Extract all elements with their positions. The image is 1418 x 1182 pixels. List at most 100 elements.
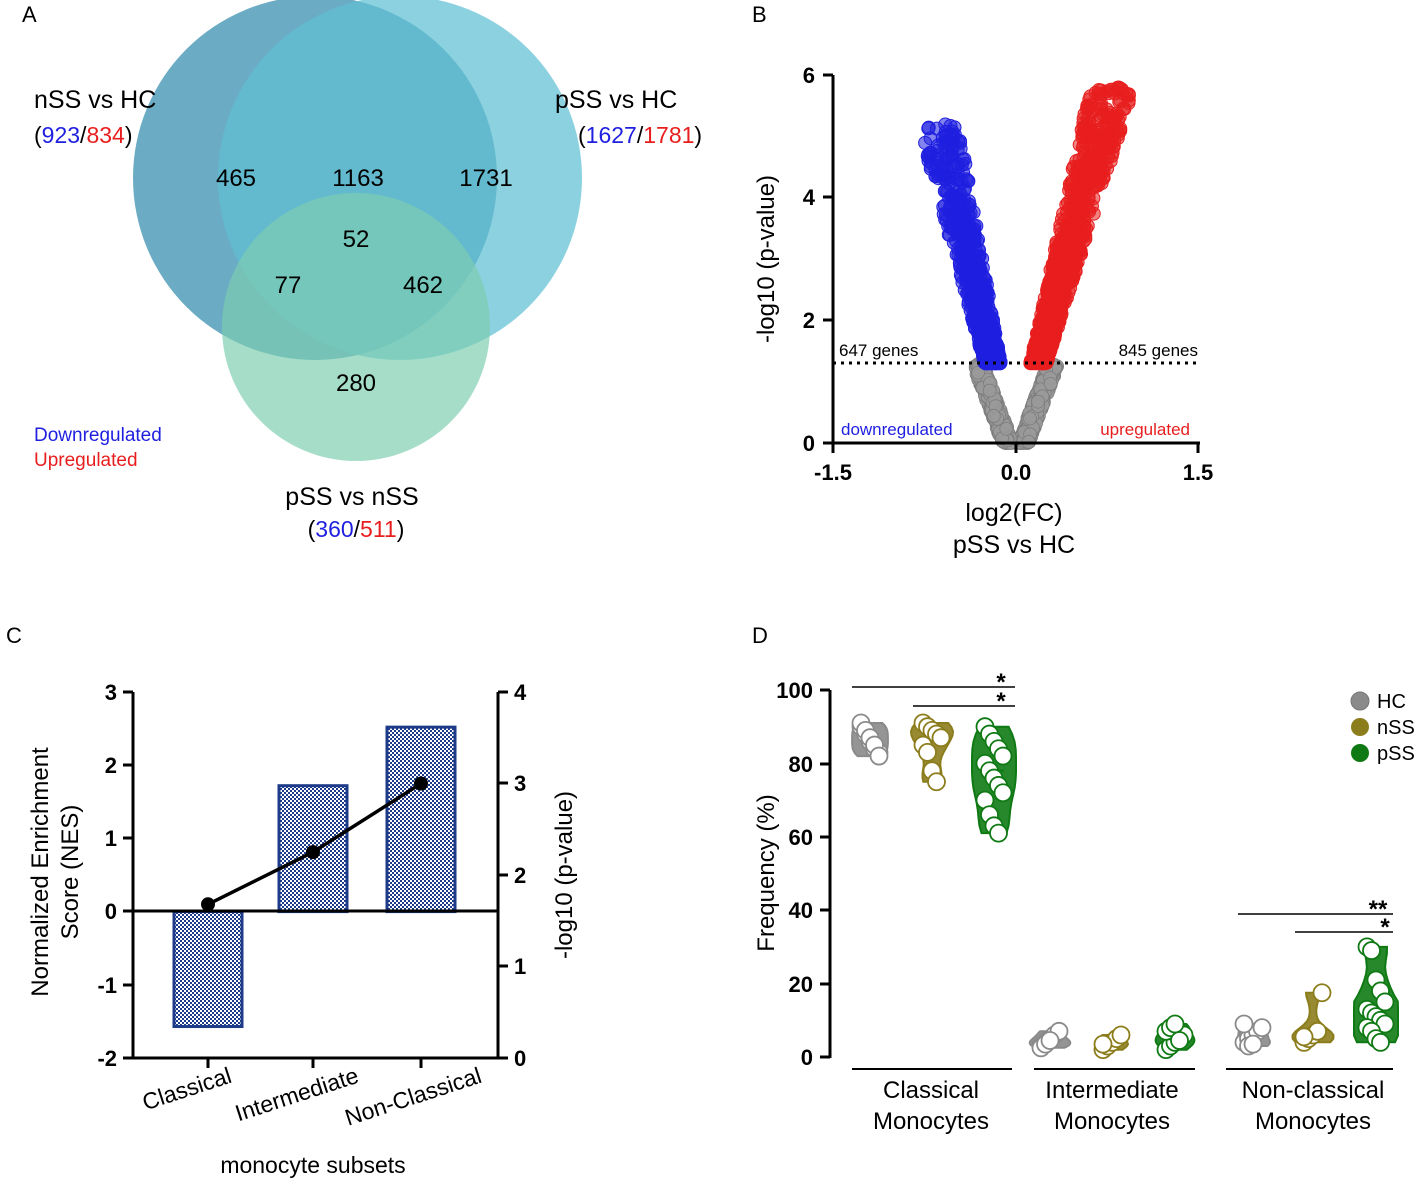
- nes-y2tick-label: 1: [514, 954, 526, 979]
- volcano-point-down: [936, 207, 951, 222]
- group-label-nonclassical-line2: Monocytes: [1255, 1108, 1371, 1135]
- volcano-point-ns: [1043, 376, 1058, 391]
- volcano-point-down: [971, 326, 986, 341]
- volcano-up-label: upregulated: [1100, 420, 1190, 439]
- freq-ytick-label: 20: [789, 972, 813, 997]
- sig-mark: *: [996, 669, 1006, 696]
- volcano-point-up: [1112, 109, 1127, 124]
- volcano-point-down: [957, 211, 972, 226]
- volcano-point-down: [932, 168, 947, 183]
- data-point-nss: [1294, 1027, 1314, 1047]
- volcano-point-up: [1059, 267, 1074, 282]
- data-point-nss: [918, 742, 937, 762]
- volcano-point-up: [1076, 234, 1091, 249]
- data-point-pss: [1375, 992, 1395, 1012]
- volcano-point-down: [969, 218, 984, 233]
- venn-set-label-pss-nss: pSS vs nSS: [285, 483, 418, 511]
- volcano-ytick-label: 2: [803, 308, 815, 333]
- data-point-hc: [1040, 1031, 1060, 1050]
- venn-region-only-nss-hc: 465: [216, 165, 256, 192]
- volcano-point-up: [1046, 305, 1061, 320]
- nes-y2-axis-title: -log10 (p-value): [551, 791, 578, 959]
- sig-mark: *: [1380, 914, 1390, 941]
- volcano-point-down: [979, 277, 994, 292]
- data-point-nss: [1312, 983, 1332, 1003]
- volcano-point-down: [954, 244, 969, 259]
- nes-bar: [172, 910, 244, 1029]
- volcano-point-up: [1030, 326, 1045, 341]
- venn-set-label-nss-hc: nSS vs HC: [34, 86, 156, 114]
- panel-c: C -2 -1 0 1 2 3 0 1 2 3: [6, 623, 578, 1178]
- nes-ytick-label: 0: [105, 899, 117, 924]
- data-point-nss: [1111, 1025, 1131, 1045]
- legend-label-hc: HC: [1377, 691, 1406, 713]
- venn-region-nss-hc-pss-hc: 1163: [332, 165, 384, 192]
- volcano-point-ns: [986, 409, 1001, 423]
- group-label-intermediate-line1: Intermediate: [1045, 1077, 1178, 1104]
- nes-ytick-label: 2: [105, 753, 117, 778]
- volcano-point-up: [1029, 354, 1044, 369]
- volcano-point-down: [964, 280, 979, 295]
- nes-y-axis-title-line1: Normalized Enrichment: [27, 747, 54, 997]
- data-point-nss: [927, 772, 946, 792]
- data-point-pss: [993, 746, 1013, 766]
- nes-xtick-label: Classical: [139, 1062, 235, 1115]
- data-point-hc: [1252, 1018, 1272, 1038]
- volcano-xtick-label: 1.5: [1183, 460, 1214, 485]
- volcano-point-up: [1099, 126, 1114, 141]
- legend-swatch-nss: [1351, 718, 1369, 736]
- violin-layer: [851, 713, 1399, 1060]
- panel-label-d: D: [752, 623, 768, 648]
- freq-ytick-label: 40: [789, 898, 813, 923]
- nes-left-ticks: -2 -1 0 1 2 3: [97, 680, 133, 1071]
- data-point-hc: [1243, 1034, 1263, 1054]
- panel-label-a: A: [22, 2, 37, 27]
- data-point-pss: [1165, 1014, 1185, 1034]
- nes-x-axis-title: monocyte subsets: [220, 1152, 405, 1178]
- data-point-pss: [1170, 1031, 1189, 1050]
- nes-ytick-label: 3: [105, 680, 117, 705]
- volcano-ytick-label: 4: [803, 185, 816, 210]
- freq-ytick-label: 0: [801, 1045, 813, 1070]
- panel-label-b: B: [752, 2, 767, 27]
- volcano-point-ns: [999, 421, 1014, 436]
- volcano-point-down: [975, 308, 990, 323]
- group-label-nonclassical-line1: Non-classical: [1242, 1077, 1385, 1104]
- nes-y2tick-label: 3: [514, 771, 526, 796]
- pvalue-point: [306, 845, 320, 860]
- nes-y2tick-label: 2: [514, 863, 526, 888]
- data-point-hc: [1234, 1014, 1254, 1034]
- volcano-down-label: downregulated: [841, 420, 953, 439]
- volcano-x-axis-title: log2(FC): [965, 499, 1062, 527]
- venn-region-all-three: 52: [343, 226, 370, 253]
- volcano-point-up: [1100, 110, 1115, 125]
- venn-region-nss-hc-pss-nss: 77: [275, 272, 302, 299]
- volcano-point-ns: [982, 383, 997, 398]
- volcano-point-up: [1072, 153, 1087, 168]
- panel-label-c: C: [6, 623, 22, 648]
- volcano-ytick-label: 0: [803, 431, 815, 456]
- sig-mark: **: [1369, 896, 1388, 923]
- volcano-point-up: [1044, 270, 1059, 285]
- volcano-point-up: [1101, 150, 1116, 165]
- venn-legend-down: Downregulated: [34, 425, 162, 446]
- data-point-pss: [993, 783, 1013, 803]
- volcano-point-down: [952, 193, 967, 208]
- data-point-pss: [1371, 1032, 1390, 1052]
- volcano-point-up: [1047, 329, 1062, 344]
- volcano-xtick-label: -1.5: [814, 460, 852, 485]
- nes-x-ticks: Classical Intermediate Non-Classical: [139, 1058, 485, 1131]
- venn-region-only-pss-nss: 280: [336, 370, 376, 397]
- nes-xtick-label: Non-Classical: [342, 1062, 485, 1131]
- nes-y-axis-title-line2: Score (NES): [57, 805, 84, 940]
- volcano-point-down: [970, 261, 985, 276]
- group-label-intermediate-line2: Monocytes: [1054, 1108, 1170, 1135]
- legend-label-nss: nSS: [1377, 717, 1415, 739]
- sig-mark: *: [996, 688, 1006, 715]
- nes-ytick-label: -2: [97, 1046, 117, 1071]
- volcano-y-axis-title: -log10 (p-value): [753, 175, 780, 343]
- volcano-point-down: [938, 141, 953, 156]
- freq-y-axis-title: Frequency (%): [753, 794, 780, 951]
- venn-region-only-pss-hc: 1731: [459, 165, 512, 192]
